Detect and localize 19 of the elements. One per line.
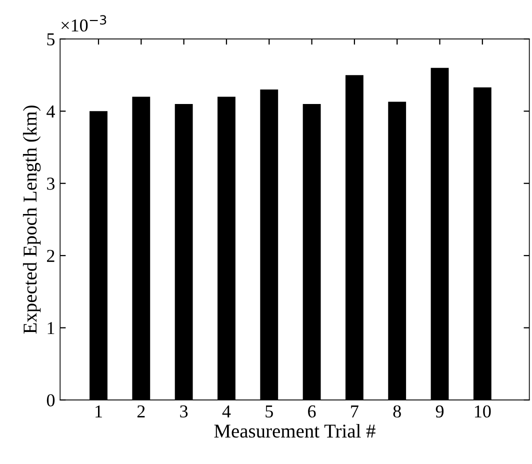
x-tick-label: 3 <box>180 405 188 418</box>
y-tick-label: 2 <box>47 250 54 262</box>
y-tick-label: 3 <box>47 178 55 190</box>
x-tick-label: 7 <box>351 406 358 418</box>
x-tick-label: 9 <box>436 405 444 418</box>
y-tick-label: 5 <box>47 33 55 46</box>
x-tick-label: 2 <box>137 405 145 418</box>
x-tick-label: 6 <box>308 405 316 418</box>
y-tick-label: 4 <box>46 106 55 118</box>
x-tick-label: 8 <box>393 405 401 418</box>
x-tick-label: 5 <box>266 406 273 418</box>
y-tick-label: 1 <box>48 322 54 334</box>
y-axis-title: Expected Epoch Length (km) <box>22 106 41 334</box>
y-tick-label: 0 <box>46 394 55 406</box>
x-axis-title: Measurement Trial # <box>214 424 376 438</box>
text: ×10$^{−3}$ <box>62 15 106 32</box>
x-tick-label: 4 <box>222 405 231 418</box>
x-tick-label: 1 <box>96 405 102 418</box>
x-tick-label: 10 <box>474 405 491 418</box>
